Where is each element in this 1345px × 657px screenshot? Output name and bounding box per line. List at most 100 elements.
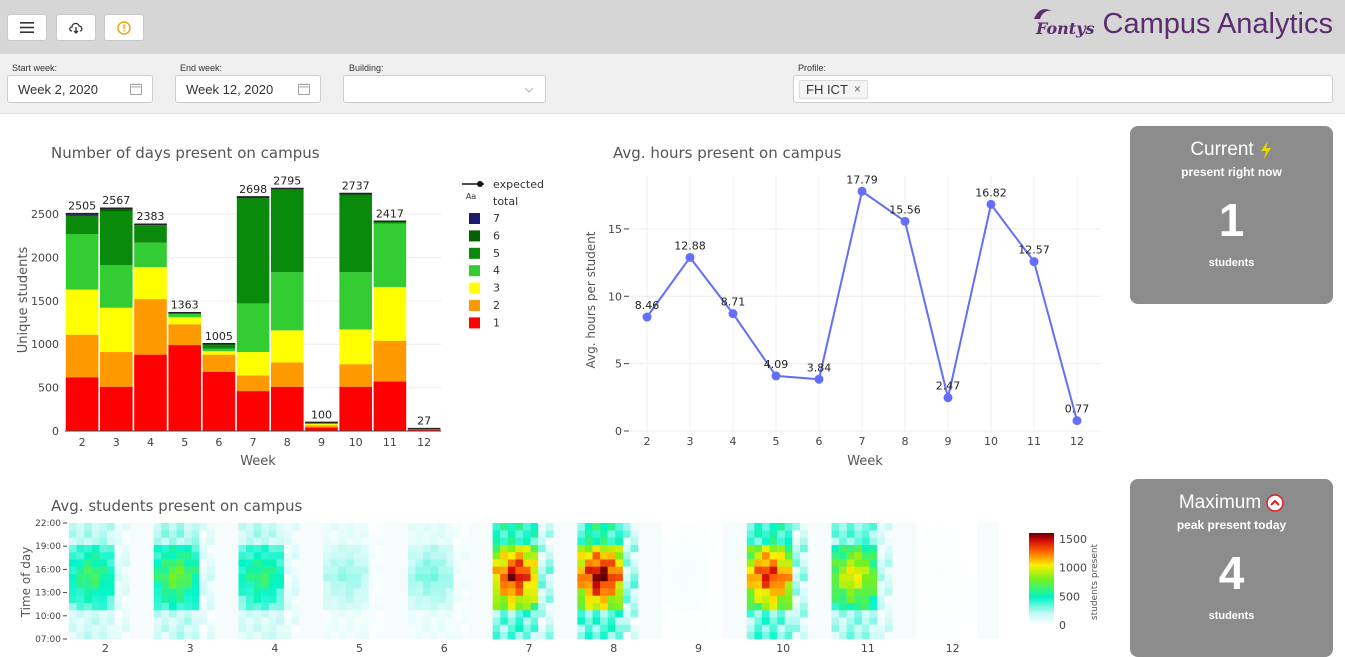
profile-multiselect[interactable]: FH ICT ×	[793, 75, 1333, 103]
heatmap-cell	[261, 566, 270, 574]
heatmap-cell	[361, 581, 369, 589]
heatmap-cell	[946, 573, 955, 582]
heatmap-cell	[662, 610, 670, 618]
heatmap-cell	[931, 617, 940, 625]
days-chart-title: Number of days present on campus	[51, 144, 320, 162]
heatmap-cell	[268, 624, 277, 632]
x-tick-label: 12	[1070, 435, 1084, 448]
end-week-picker[interactable]: Week 12, 2020	[175, 75, 321, 103]
heatmap-cell	[784, 602, 793, 611]
hours-data-label: 12.57	[1018, 244, 1050, 257]
heatmap-cell	[792, 537, 801, 545]
info-button[interactable]	[104, 14, 144, 41]
heatmap-cell	[584, 581, 593, 589]
heatmap-cell	[76, 537, 85, 545]
heatmap-cell	[438, 537, 447, 545]
heatmap-cell	[662, 581, 670, 589]
heatmap-cell	[662, 573, 670, 582]
heatmap-cell	[323, 552, 331, 560]
heatmap-cell	[545, 559, 554, 567]
menu-button[interactable]	[7, 14, 47, 41]
heatmap-cell	[284, 624, 292, 632]
heatmap-cell	[176, 552, 185, 560]
heatmap-cell	[946, 588, 955, 596]
heatmap-cell	[69, 602, 77, 611]
hours-data-label: 4.09	[764, 358, 789, 371]
heatmap-cell	[423, 624, 431, 632]
heatmap-cell	[545, 602, 554, 611]
heatmap-cell	[423, 602, 431, 611]
heatmap-cell	[777, 523, 785, 531]
heatmap-cell	[792, 530, 801, 538]
heatmap-cell	[69, 537, 77, 545]
heatmap-cell	[338, 544, 347, 553]
heatmap-cell	[122, 610, 130, 618]
heatmap-cell	[184, 559, 192, 567]
heatmap-cell	[600, 631, 608, 640]
heatmap-cell	[669, 573, 678, 582]
heatmap-cell	[445, 602, 454, 611]
heatmap-cell	[338, 610, 347, 618]
heatmap-cell	[268, 523, 277, 531]
heatmap-cell	[538, 595, 546, 603]
start-week-picker[interactable]: Week 2, 2020	[7, 75, 153, 103]
heatmap-cell	[238, 617, 247, 625]
heatmap-cell	[861, 595, 870, 603]
heatmap-cell	[291, 602, 300, 611]
x-tick-label: 11	[1027, 435, 1041, 448]
end-week-label: End week:	[180, 63, 223, 73]
heatmap-cell	[106, 530, 115, 538]
brand: Fontys Campus Analytics	[1034, 8, 1333, 41]
heatmap-cell	[754, 602, 763, 611]
heatmap-cell	[84, 624, 92, 632]
heatmap-cell	[777, 602, 785, 611]
heatmap-cell	[523, 523, 531, 531]
heatmap-cell	[600, 544, 608, 553]
heatmap-cell	[153, 530, 162, 538]
hours-point	[814, 374, 824, 384]
heatmap-cell	[368, 552, 377, 560]
heatmap-cell	[662, 537, 670, 545]
heatmap-cell	[545, 631, 554, 640]
heatmap-cell	[592, 610, 601, 618]
heatmap-cell	[692, 552, 701, 560]
heatmap-cell	[114, 595, 123, 603]
heatmap-cell	[754, 530, 763, 538]
heatmap-cell	[715, 617, 724, 625]
download-button[interactable]	[56, 14, 96, 41]
building-select[interactable]	[343, 75, 546, 103]
heatmap-cell	[538, 624, 546, 632]
heatmap-cell	[931, 552, 940, 560]
heatmap-cell	[353, 588, 362, 596]
heatmap-cell	[84, 530, 92, 538]
heatmap-cell	[831, 573, 840, 582]
heatmap-cell	[592, 559, 601, 567]
heatmap-cell	[877, 530, 885, 538]
heatmap-cell	[168, 624, 177, 632]
kpi-current-unit: students	[1208, 257, 1255, 269]
heatmap-cell	[246, 595, 254, 603]
heatmap-cell	[191, 631, 200, 640]
heatmap-cell	[261, 544, 270, 553]
heatmap-cell	[592, 544, 601, 553]
x-tick-label: 10	[776, 642, 790, 655]
heatmap-cell	[584, 610, 593, 618]
heatmap-cell	[622, 588, 631, 596]
heatmap-cell	[323, 588, 331, 596]
heatmap-cell	[545, 617, 554, 625]
heatmap-cell	[515, 581, 524, 589]
heatmap-cell	[246, 530, 254, 538]
heatmap-cell	[338, 624, 347, 632]
heatmap-cell	[777, 588, 785, 596]
heatmap-cell	[839, 530, 847, 538]
heatmap-cell	[361, 544, 369, 553]
heatmap-cell	[492, 573, 501, 582]
hamburger-menu-icon	[20, 22, 34, 33]
heatmap-cell	[600, 537, 608, 545]
heatmap-cell	[353, 559, 362, 567]
heatmap-cell	[438, 624, 447, 632]
heatmap-cell	[961, 624, 970, 632]
remove-chip-icon[interactable]: ×	[853, 82, 861, 96]
heatmap-cell	[630, 588, 639, 596]
profile-chip[interactable]: FH ICT ×	[799, 79, 868, 99]
